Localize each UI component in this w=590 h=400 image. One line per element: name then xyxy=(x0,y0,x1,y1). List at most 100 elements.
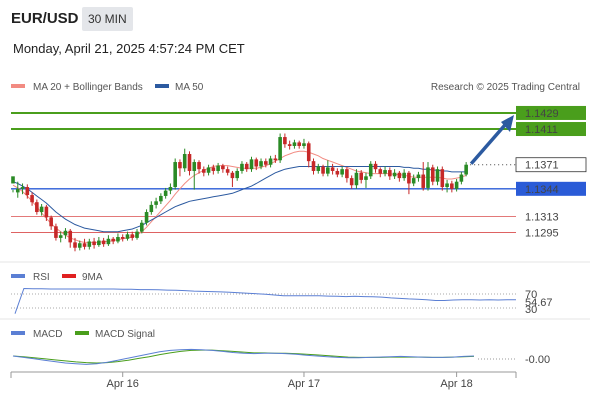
candle-body xyxy=(244,163,249,170)
candle-body xyxy=(63,230,68,236)
candle-body xyxy=(311,161,316,171)
rsi-upper-label: 70 xyxy=(525,289,537,301)
candle-body xyxy=(11,176,15,184)
candle-body xyxy=(354,172,359,186)
macd-signal-legend-label: MACD Signal xyxy=(95,329,155,340)
candle-body xyxy=(373,163,378,170)
x-axis-ticks: Apr 16 Apr 17 Apr 18 xyxy=(106,372,473,390)
candle-body xyxy=(54,226,58,238)
candle-body xyxy=(144,212,149,223)
ma20-legend-label: MA 20 + Bollinger Bands xyxy=(33,82,143,93)
candle-body xyxy=(202,169,206,173)
candle-body xyxy=(440,169,445,188)
symbol-title: EUR/USD xyxy=(11,10,79,27)
candle-body xyxy=(68,230,73,243)
candles xyxy=(11,133,468,252)
forecast-arrow-shaft xyxy=(469,123,507,165)
candle-body xyxy=(283,137,287,145)
candle-body xyxy=(106,238,111,245)
candle-body xyxy=(383,170,387,174)
timeframe-badge[interactable]: 30 MIN xyxy=(82,7,133,31)
candle-body xyxy=(321,166,325,174)
rsi-line xyxy=(14,287,516,314)
candle-body xyxy=(30,195,34,203)
rsi-ma-legend-swatch xyxy=(62,274,76,278)
candle-body xyxy=(421,174,426,188)
candle-body xyxy=(35,202,39,213)
candle-body xyxy=(182,154,187,169)
rsi-lower-label: 30 xyxy=(525,304,537,316)
candle-body xyxy=(230,172,235,179)
candle-body xyxy=(120,237,125,239)
forecast-arrow-icon xyxy=(469,114,514,165)
resistance-label-box xyxy=(516,122,586,137)
candle-body xyxy=(149,204,154,213)
ma50-legend-label: MA 50 xyxy=(175,82,204,93)
ma20-legend-swatch xyxy=(11,84,25,88)
candle-body xyxy=(240,163,244,171)
candle-body xyxy=(206,167,211,173)
x-tick-label: Apr 18 xyxy=(440,378,472,390)
ma50-line xyxy=(12,166,467,233)
macd-series xyxy=(12,348,475,365)
candle-body xyxy=(259,161,263,167)
rsi-value-label: 54.67 xyxy=(525,297,553,309)
candle-body xyxy=(163,190,168,196)
support-label: 1.1295 xyxy=(525,228,559,240)
candle-body xyxy=(335,170,340,175)
candle-body xyxy=(25,187,30,196)
candle-body xyxy=(368,163,373,177)
candle-body xyxy=(273,158,278,161)
candle-body xyxy=(340,169,344,175)
ma50-legend-swatch xyxy=(155,84,169,88)
macd-signal-line xyxy=(12,349,475,364)
candle-body xyxy=(435,169,440,182)
candle-body xyxy=(135,231,139,238)
candle-body xyxy=(20,187,25,189)
current-price-label: 1.1371 xyxy=(525,160,559,172)
rsi-series xyxy=(14,287,516,314)
candle-body xyxy=(159,195,163,202)
candle-body xyxy=(221,165,225,170)
macd-legend-label: MACD xyxy=(33,329,62,340)
candle-body xyxy=(130,234,135,238)
level-labels: 1.1429 1.1411 1.1344 1.1313 1.1295 1.1371 xyxy=(515,105,587,240)
candle-body xyxy=(178,162,182,169)
candle-body xyxy=(235,170,239,179)
candle-body xyxy=(82,243,87,247)
moving-averages xyxy=(12,150,467,243)
candle-body xyxy=(411,178,416,184)
candle-body xyxy=(49,217,53,227)
candle-body xyxy=(73,242,77,248)
candle-body xyxy=(392,172,397,177)
candle-body xyxy=(445,183,449,188)
candle-body xyxy=(416,174,421,179)
candle-body xyxy=(316,166,321,171)
x-tick-label: Apr 17 xyxy=(288,378,320,390)
macd-value-label: -0.00 xyxy=(525,354,550,366)
candle-body xyxy=(216,165,220,171)
candle-body xyxy=(225,169,230,173)
candle-body xyxy=(330,167,335,171)
candle-body xyxy=(92,241,96,246)
candle-body xyxy=(302,143,306,146)
candle-body xyxy=(125,234,130,239)
resistance-label-box xyxy=(516,105,586,120)
rsi-legend-label: RSI xyxy=(33,272,50,283)
chart-datetime: Monday, April 21, 2025 4:57:24 PM CET xyxy=(13,41,245,56)
candle-body xyxy=(378,169,383,174)
candle-body xyxy=(388,170,392,177)
candle-body xyxy=(306,143,311,162)
candle-body xyxy=(364,176,368,180)
pivot-label-box xyxy=(516,181,586,196)
candle-body xyxy=(168,187,173,191)
pivot-label: 1.1344 xyxy=(525,184,559,196)
candle-body xyxy=(87,241,92,247)
candle-body xyxy=(116,237,120,242)
candle-body xyxy=(397,172,402,179)
macd-line xyxy=(12,348,475,365)
candle-body xyxy=(192,162,197,171)
support-label: 1.1313 xyxy=(525,211,559,223)
x-tick-label: Apr 16 xyxy=(106,378,138,390)
candle-body xyxy=(264,161,268,165)
